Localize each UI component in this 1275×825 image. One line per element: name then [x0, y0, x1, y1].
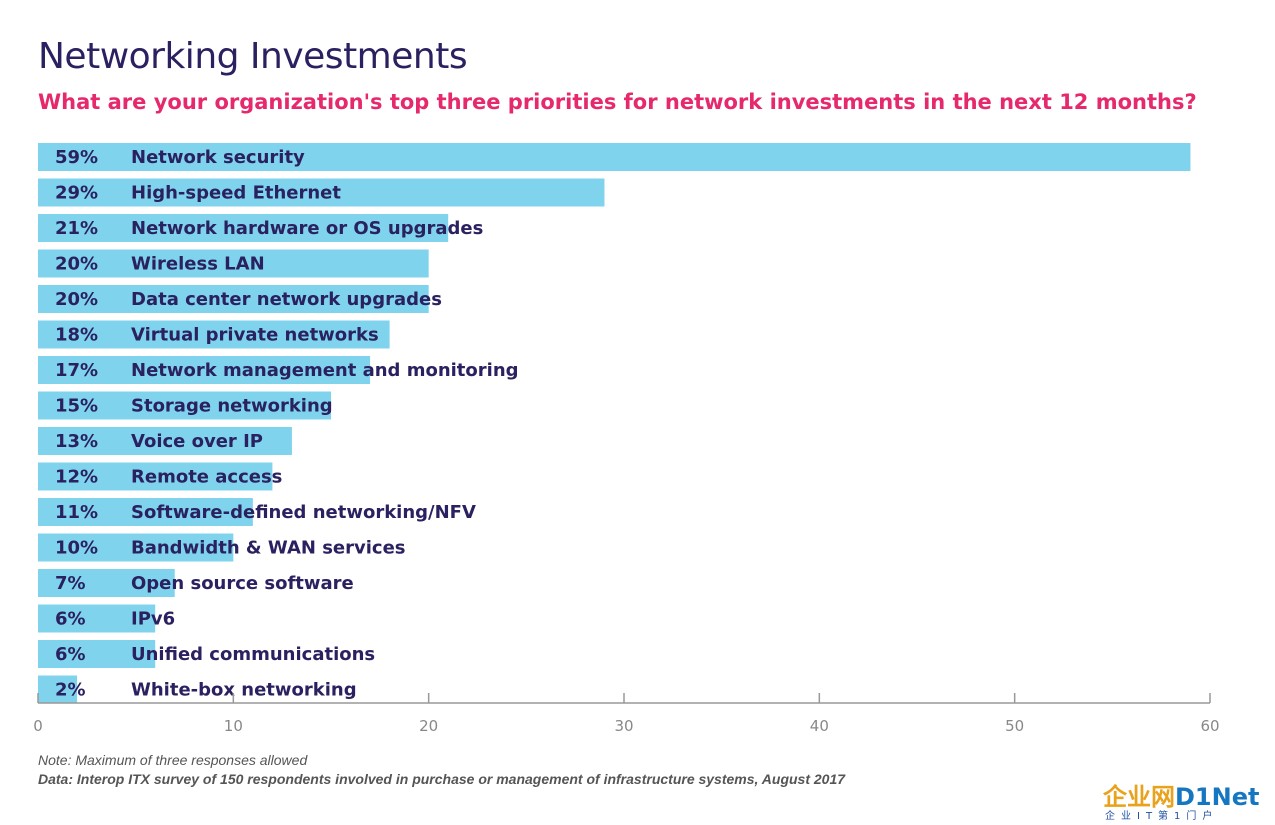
x-tick-label: 30 — [614, 717, 633, 735]
x-tick-label: 60 — [1200, 717, 1219, 735]
bar — [38, 569, 175, 597]
bar-category-label: Remote access — [131, 467, 282, 488]
bar-category-label: Network hardware or OS upgrades — [131, 218, 483, 239]
bar-category-label: Virtual private networks — [131, 325, 379, 346]
bar — [38, 320, 390, 349]
chart-title: Networking Investments — [38, 36, 468, 77]
bar-value-label: 7% — [55, 573, 86, 594]
bar-category-label: Data center network upgrades — [131, 289, 442, 310]
logo-text-brand: D1Net — [1175, 783, 1260, 811]
d1net-logo: 企业网D1Net 企业IT第1门户 — [1103, 777, 1269, 822]
x-tick-label: 0 — [33, 717, 43, 735]
x-tick-label: 40 — [810, 717, 829, 735]
bar-category-label: Storage networking — [131, 396, 333, 417]
chart-source: Data: Interop ITX survey of 150 responde… — [38, 771, 846, 787]
chart-subtitle: What are your organization's top three p… — [38, 90, 1197, 114]
bar-category-label: Software-defined networking/NFV — [131, 502, 476, 523]
bar-category-label: Unified communications — [131, 644, 375, 665]
bar-value-label: 2% — [55, 680, 86, 701]
bar-category-label: Network management and monitoring — [131, 360, 519, 381]
logo-text-cn: 企业网 — [1103, 783, 1175, 811]
bar-value-label: 11% — [55, 502, 98, 523]
bar-value-label: 6% — [55, 644, 86, 665]
bar-value-label: 20% — [55, 289, 98, 310]
bar-value-label: 29% — [55, 183, 98, 204]
bar-category-label: Wireless LAN — [131, 254, 265, 275]
bar — [38, 675, 78, 704]
bar-value-label: 21% — [55, 218, 98, 239]
bar-value-label: 10% — [55, 538, 98, 559]
x-tick-label: 50 — [1005, 717, 1024, 735]
bar-value-label: 13% — [55, 431, 98, 452]
logo-tagline: 企业IT第1门户 — [1105, 811, 1219, 822]
bar-category-label: High-speed Ethernet — [131, 183, 341, 204]
bar-value-label: 59% — [55, 147, 98, 168]
bar-category-label: Bandwidth & WAN services — [131, 538, 406, 559]
bar-chart: 59% Network security 29% High-speed Etherne… — [33, 143, 1220, 735]
bar — [38, 640, 156, 668]
x-tick-label: 10 — [224, 717, 243, 735]
bar — [38, 604, 156, 633]
bar — [38, 391, 331, 420]
bar — [38, 427, 292, 455]
bar-category-label: Open source software — [131, 573, 354, 594]
chart-note: Note: Maximum of three responses allowed — [38, 752, 308, 768]
bar — [38, 249, 429, 278]
bar — [38, 143, 1191, 171]
x-tick-label: 20 — [419, 717, 438, 735]
bar — [38, 498, 253, 526]
bar-value-label: 17% — [55, 360, 98, 381]
bar — [38, 356, 371, 384]
bar-category-label: Network security — [131, 147, 305, 168]
bar — [38, 533, 234, 562]
bar — [38, 462, 273, 491]
bar — [38, 285, 429, 313]
logo-wordmark: 企业网D1Net — [1103, 777, 1259, 812]
bar — [38, 178, 605, 207]
bar-value-label: 20% — [55, 254, 98, 275]
bar-value-label: 12% — [55, 467, 98, 488]
bar — [38, 214, 449, 242]
bar-value-label: 18% — [55, 325, 98, 346]
bar-value-label: 6% — [55, 609, 86, 630]
bar-category-label: Voice over IP — [131, 431, 263, 452]
bar-value-label: 15% — [55, 396, 98, 417]
bar-category-label: IPv6 — [131, 609, 175, 630]
bar-category-label: White-box networking — [131, 680, 357, 701]
